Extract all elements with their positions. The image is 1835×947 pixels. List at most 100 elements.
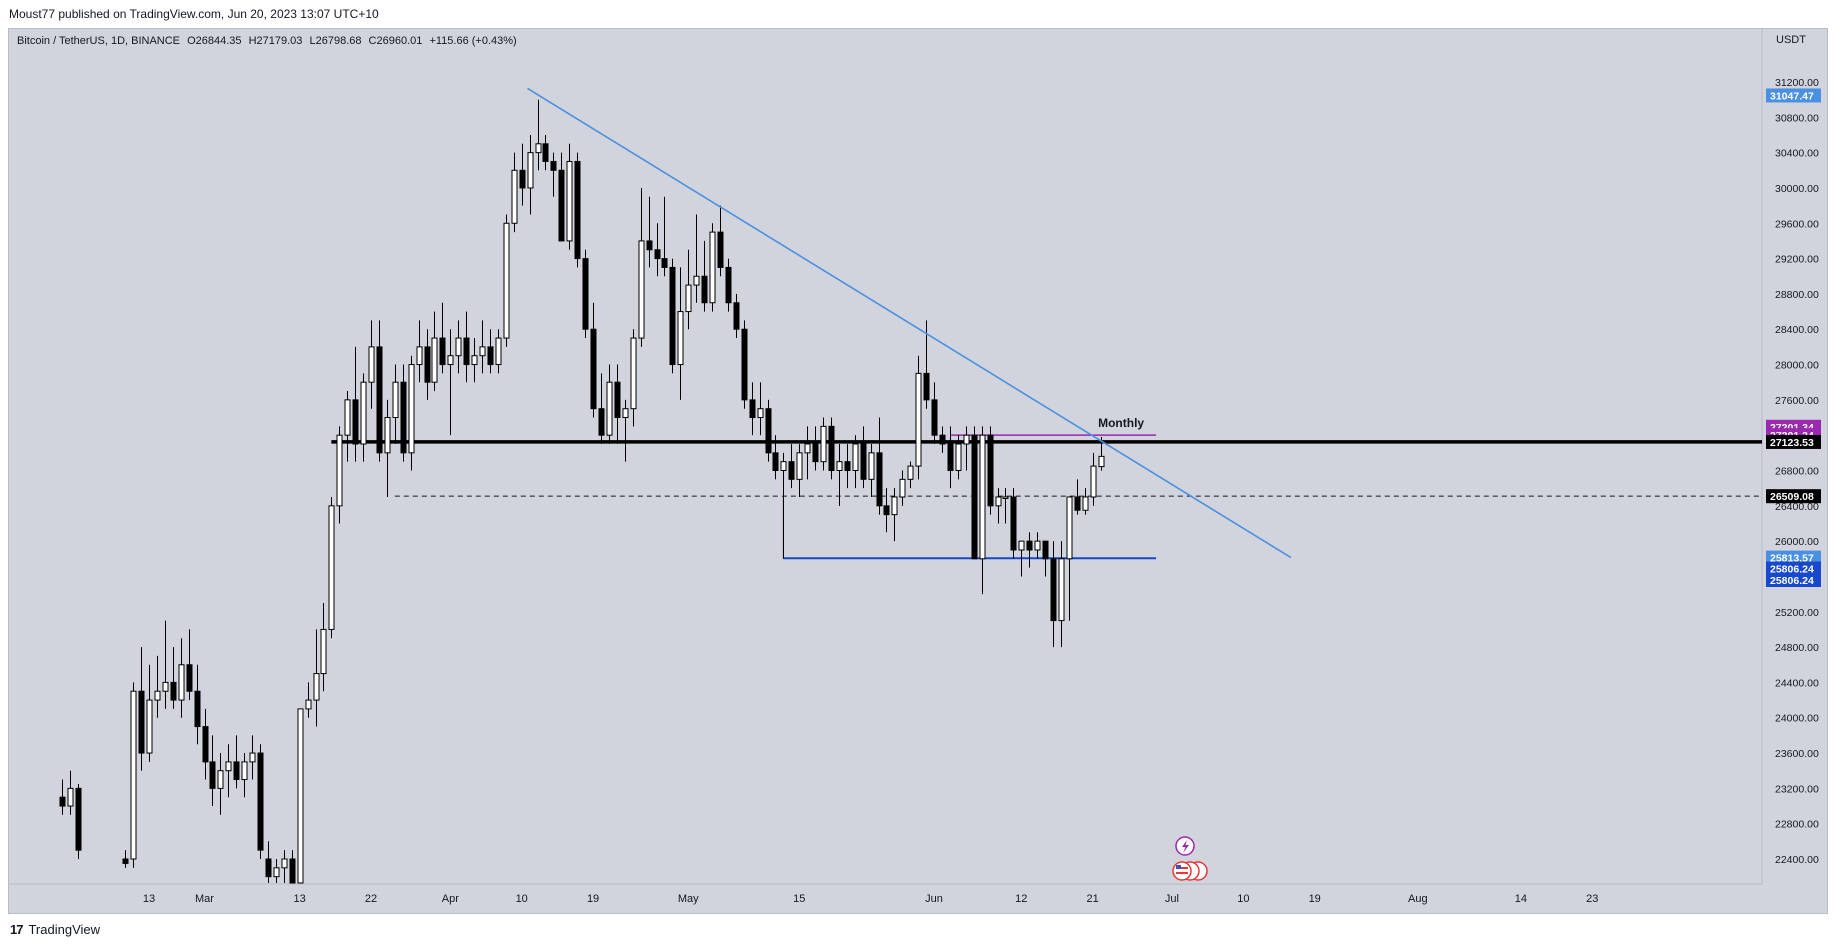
monthly-label: Monthly	[1098, 416, 1144, 430]
candle	[408, 355, 415, 471]
candle	[527, 134, 534, 215]
bull-candle-body	[1066, 496, 1073, 560]
bull-candle-body	[995, 496, 1002, 507]
price-axis[interactable]: 31200.00 30800.00 30400.00 30000.00 29600.00…	[1775, 77, 1819, 866]
bull-candle-body	[130, 690, 137, 860]
bear-candle-body	[860, 443, 867, 480]
legend-change: +115.66 (+0.43%)	[429, 35, 517, 47]
candle	[717, 205, 724, 277]
bear-candle-body	[741, 328, 748, 401]
price-label-badge: 25806.24	[1766, 572, 1821, 587]
time-tick-label: Aug	[1408, 893, 1428, 905]
candle	[75, 783, 82, 859]
bear-candle-body	[352, 399, 359, 445]
bear-candle-body	[923, 372, 930, 401]
time-tick-label: 13	[294, 893, 306, 905]
candle	[987, 426, 994, 515]
bear-candle-body	[194, 690, 201, 728]
candle	[439, 302, 446, 374]
candle	[1082, 488, 1089, 515]
candle	[535, 99, 542, 171]
bear-candle-body	[749, 399, 756, 419]
candle	[582, 249, 589, 339]
price-label-bg	[1766, 489, 1821, 504]
price-tick-label: 22400.00	[1775, 854, 1819, 866]
time-axis[interactable]: 13 Mar 13 22 Apr 10 19 May 15 Jun 12 21 Jul 10 19 Aug 14…	[143, 893, 1599, 905]
candle	[1026, 532, 1033, 568]
candle	[788, 444, 795, 489]
lightning-icon[interactable]	[1175, 836, 1195, 856]
candle	[249, 735, 256, 780]
bull-candle-body	[979, 434, 986, 560]
us-flag-icon[interactable]	[1172, 861, 1208, 881]
bull-candle-body	[535, 143, 542, 154]
bear-candle-body	[669, 266, 676, 366]
bull-candle-body	[178, 664, 185, 701]
bull-candle-body	[368, 346, 375, 383]
candle	[677, 267, 684, 400]
bear-candle-body	[828, 425, 835, 471]
candle	[289, 850, 296, 884]
annotations: Monthly	[1098, 416, 1144, 430]
bear-candle-body	[733, 302, 740, 330]
candle	[772, 435, 779, 480]
bull-candle-body	[1034, 540, 1041, 551]
candle	[741, 320, 748, 409]
bear-candle-body	[400, 381, 407, 454]
bull-candle-body	[1090, 465, 1097, 498]
bull-candle-body	[67, 787, 74, 807]
candle	[336, 426, 343, 524]
trendline[interactable]	[527, 87, 1292, 559]
candle	[891, 488, 898, 542]
time-tick-label: 10	[516, 893, 528, 905]
candle	[511, 152, 518, 233]
candle	[376, 320, 383, 462]
bull-candle-body	[1058, 558, 1065, 622]
candle	[638, 187, 645, 347]
bear-candle-body	[844, 461, 851, 471]
time-tick-label: Mar	[195, 893, 214, 905]
bear-candle-body	[463, 337, 470, 366]
candle	[1090, 452, 1097, 506]
candle	[931, 382, 938, 445]
candle	[154, 655, 161, 718]
candle	[281, 850, 288, 883]
price-tick-label: 30800.00	[1775, 112, 1819, 124]
price-label-text: 26509.08	[1770, 491, 1814, 503]
price-label-badge: 31047.47	[1766, 88, 1821, 103]
bear-candle-body	[582, 258, 589, 330]
candle	[202, 708, 209, 780]
bull-candle-body	[146, 699, 153, 754]
time-tick-label: Jun	[925, 893, 943, 905]
price-label-bg	[1766, 88, 1821, 103]
candle	[550, 152, 557, 197]
bear-candle-body	[661, 258, 668, 268]
event-icons[interactable]	[1172, 836, 1208, 881]
candle	[495, 329, 502, 374]
candle	[384, 399, 391, 497]
bear-candle-body	[59, 796, 66, 807]
candle	[447, 329, 454, 436]
candle	[59, 779, 66, 815]
candle	[995, 488, 1002, 524]
candle	[899, 470, 906, 506]
price-tick-label: 29600.00	[1775, 218, 1819, 230]
candle	[836, 444, 843, 506]
bear-candle-body	[233, 761, 240, 781]
bull-candle-body	[392, 381, 399, 419]
candle	[130, 682, 137, 868]
tradingview-brand[interactable]: 17 TradingView	[10, 922, 100, 937]
candle	[360, 373, 367, 462]
price-tick-label: 26000.00	[1775, 536, 1819, 548]
bull-candle-body	[328, 505, 335, 630]
bear-candle-body	[376, 346, 383, 454]
candle	[804, 426, 811, 480]
time-tick-label: 13	[143, 893, 155, 905]
legend-close: C26960.01	[368, 35, 423, 47]
candle	[749, 382, 756, 436]
bull-candle-body	[471, 355, 478, 366]
candle	[1042, 540, 1049, 577]
price-label-bg	[1766, 550, 1821, 565]
candle	[542, 134, 549, 171]
